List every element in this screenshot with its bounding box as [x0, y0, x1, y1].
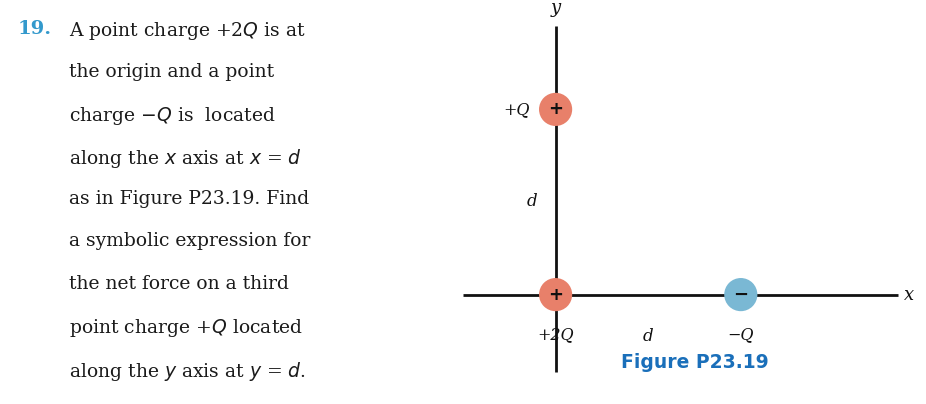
Text: as in Figure P23.19. Find: as in Figure P23.19. Find: [69, 190, 309, 208]
Text: x: x: [904, 286, 914, 303]
Text: d: d: [526, 194, 537, 210]
Text: −: −: [733, 286, 748, 303]
Text: A point charge +2$Q$ is at: A point charge +2$Q$ is at: [69, 20, 306, 42]
Text: the net force on a third: the net force on a third: [69, 275, 289, 293]
Text: the origin and a point: the origin and a point: [69, 63, 274, 81]
Text: +: +: [548, 286, 563, 303]
Text: d: d: [643, 328, 654, 345]
Text: +: +: [548, 101, 563, 118]
Text: a symbolic expression for: a symbolic expression for: [69, 232, 310, 250]
Text: +Q: +Q: [503, 101, 530, 118]
Text: along the $y$ axis at $y$ = $d$.: along the $y$ axis at $y$ = $d$.: [69, 360, 306, 383]
Circle shape: [540, 279, 571, 310]
Text: Figure P23.19: Figure P23.19: [620, 354, 769, 372]
Text: y: y: [551, 0, 560, 17]
Circle shape: [725, 279, 757, 310]
Text: +2Q: +2Q: [537, 326, 574, 343]
Text: charge $-Q$ is  located: charge $-Q$ is located: [69, 105, 276, 127]
Text: along the $x$ axis at $x$ = $d$: along the $x$ axis at $x$ = $d$: [69, 147, 302, 170]
Text: point charge +$Q$ located: point charge +$Q$ located: [69, 317, 303, 339]
Circle shape: [540, 94, 571, 125]
Text: 19.: 19.: [18, 20, 52, 38]
Text: −Q: −Q: [728, 326, 754, 343]
